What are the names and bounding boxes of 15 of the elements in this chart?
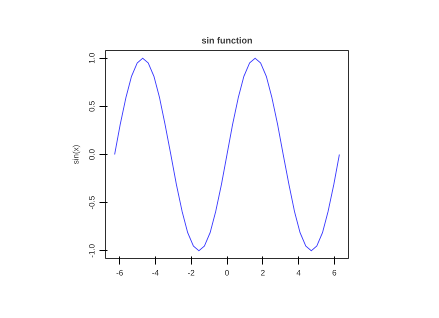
x-tick-label: -6 (116, 268, 124, 278)
x-tick-label: 6 (332, 268, 338, 278)
y-tick-label: -0.5 (88, 195, 96, 210)
x-tick-label: 2 (260, 268, 266, 278)
y-tick-label: 0.0 (88, 148, 96, 160)
line-series (114, 58, 340, 252)
x-tick-label: -4 (152, 268, 160, 278)
chart-title: sin function (202, 36, 253, 46)
y-tick-label: 1.0 (88, 52, 96, 64)
y-tick-label: -1.0 (88, 243, 96, 258)
x-tick-label: 0 (224, 268, 230, 278)
x-tick-label: 4 (296, 268, 302, 278)
x-tick-label: -2 (188, 268, 196, 278)
y-tick-label: 0.5 (88, 100, 96, 112)
y-axis-title: sin(x) (72, 144, 80, 164)
